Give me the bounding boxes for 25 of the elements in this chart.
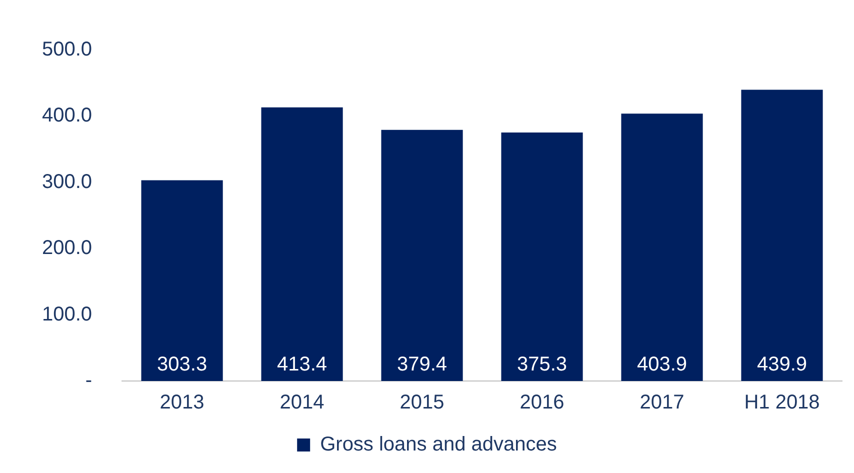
y-tick-label: 200.0 xyxy=(42,237,92,260)
bar xyxy=(141,180,223,381)
x-tick-label: 2017 xyxy=(640,392,684,414)
legend-label: Gross loans and advances xyxy=(320,434,557,456)
data-label: 413.4 xyxy=(277,354,328,376)
x-tick-label: 2016 xyxy=(520,392,564,414)
y-tick-label: 400.0 xyxy=(42,104,92,127)
x-tick-label: H1 2018 xyxy=(744,392,820,414)
bar xyxy=(501,132,583,381)
y-tick-label: 100.0 xyxy=(42,303,92,326)
bar xyxy=(741,90,823,381)
bar xyxy=(621,114,703,381)
bar xyxy=(381,130,463,381)
data-label: 439.9 xyxy=(756,354,808,376)
y-tick-label: 300.0 xyxy=(42,170,92,193)
y-tick-label: 500.0 xyxy=(42,38,92,61)
x-tick-label: 2015 xyxy=(400,392,444,414)
data-label: 403.9 xyxy=(636,354,688,376)
x-tick-label: 2013 xyxy=(160,392,204,414)
bar xyxy=(261,107,343,381)
y-tick-label: - xyxy=(85,370,92,392)
data-label: 379.4 xyxy=(396,354,448,376)
x-tick-label: 2014 xyxy=(280,392,324,414)
data-label: 303.3 xyxy=(157,354,208,376)
data-label: 375.3 xyxy=(516,354,568,376)
